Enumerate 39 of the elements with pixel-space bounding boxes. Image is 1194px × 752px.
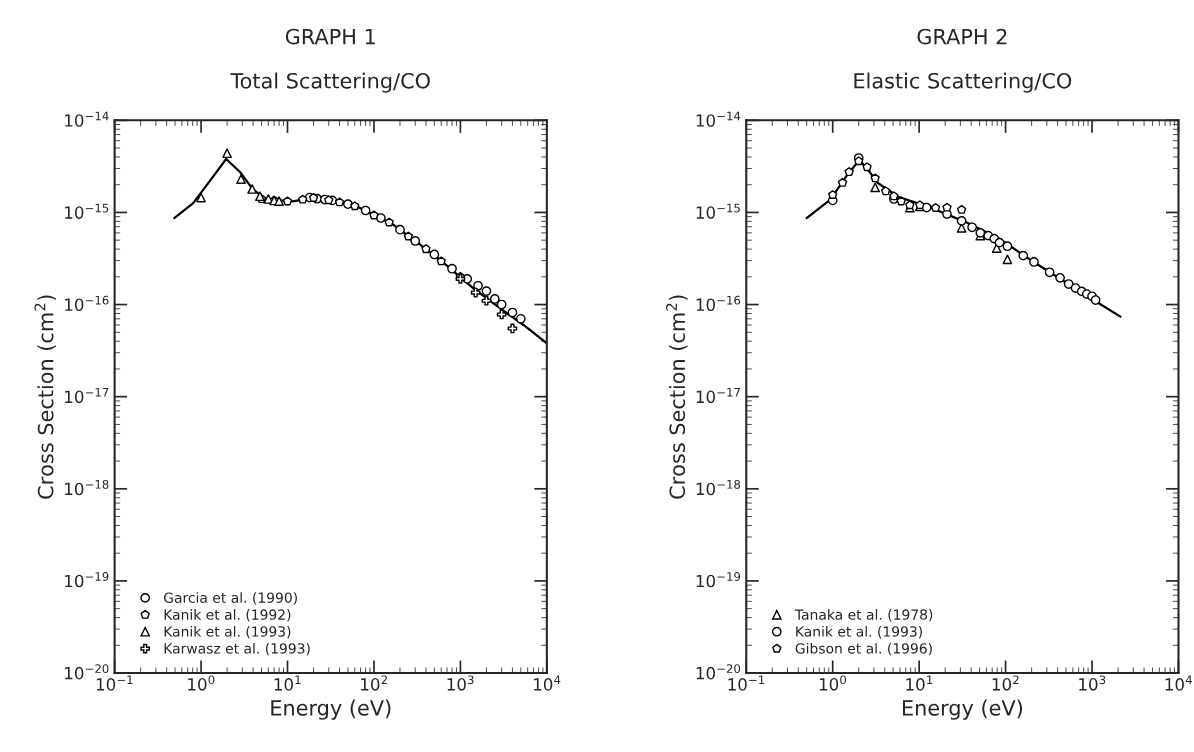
y-tick-label: 10$^{−15}$ [696, 203, 740, 219]
y-tick-label: 10$^{−19}$ [696, 572, 741, 588]
y-axis-title: Cross Section (cm$^{2}$) [34, 295, 56, 499]
legend-label: Garcia et al. (1990) [164, 592, 297, 605]
chart-title: GRAPH 2 [917, 28, 1007, 45]
y-tick-label: 10$^{−19}$ [65, 572, 109, 588]
x-tick-label: 10$^{3}$ [1079, 675, 1106, 691]
y-tick-label: 10$^{−16}$ [65, 295, 109, 311]
chart-title: GRAPH 1 [285, 28, 375, 45]
x-tick-label: 10$^{1}$ [906, 675, 933, 691]
x-tick-label: 10$^{4}$ [534, 675, 561, 691]
y-tick-label: 10$^{−16}$ [696, 295, 741, 311]
y-tick-label: 10$^{−17}$ [65, 388, 109, 404]
x-tick-label: 10$^{2}$ [992, 675, 1019, 691]
x-axis-title: Energy (eV) [271, 699, 391, 720]
legend-label: Kanik et al. (1992) [164, 609, 291, 622]
y-tick-label: 10$^{−17}$ [696, 388, 740, 404]
chart-subtitle: Total Scattering/CO [230, 72, 430, 93]
x-tick-label: 10$^{0}$ [188, 675, 215, 691]
x-tick-label: 10$^{1}$ [274, 675, 301, 691]
x-tick-label: 10$^{−1}$ [728, 675, 765, 691]
legend-label: Kanik et al. (1993) [796, 626, 922, 639]
y-tick-label: 10$^{−14}$ [696, 111, 741, 127]
legend-label: Kanik et al. (1993) [164, 626, 291, 639]
y-tick-label: 10$^{−15}$ [65, 203, 109, 219]
x-tick-label: 10$^{3}$ [447, 675, 474, 691]
y-tick-label: 10$^{−18}$ [696, 479, 741, 496]
y-axis-title: Cross Section (cm$^{2}$) [666, 295, 688, 499]
x-tick-label: 10$^{0}$ [819, 675, 847, 691]
x-axis-title: Energy (eV) [902, 699, 1023, 720]
y-tick-label: 10$^{−14}$ [65, 111, 109, 127]
x-tick-label: 10$^{2}$ [361, 675, 387, 691]
y-tick-label: 10$^{−18}$ [65, 479, 109, 496]
x-tick-label: 10$^{−1}$ [96, 675, 133, 691]
legend-label: Tanaka et al. (1978) [794, 609, 933, 622]
x-tick-label: 10$^{4}$ [1165, 675, 1192, 691]
legend-label: Karwasz et al. (1993) [164, 642, 310, 656]
chart-subtitle: Elastic Scattering/CO [854, 72, 1072, 93]
legend-label: Gibson et al. (1996) [795, 642, 932, 656]
